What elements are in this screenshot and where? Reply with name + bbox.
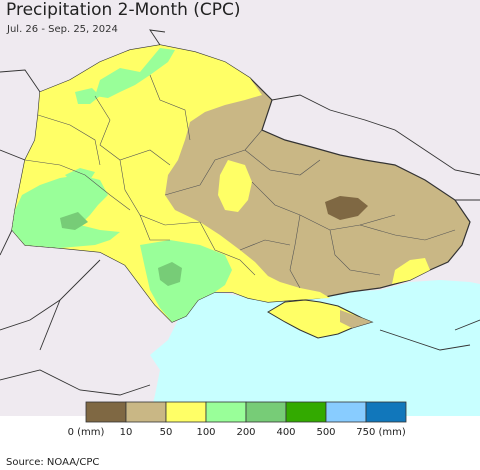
oblast-borders <box>24 74 456 289</box>
legend-label-1: 10 <box>119 427 133 438</box>
precip-zone-50-100-west <box>12 45 330 322</box>
legend-label-3: 100 <box>196 427 216 438</box>
legend-label-6: 500 <box>316 427 336 438</box>
precip-zone-100-200-west-2 <box>65 168 95 182</box>
crimea-east-tan <box>340 310 372 328</box>
legend <box>85 401 407 423</box>
precip-zone-100-200-northwest-2 <box>75 88 100 104</box>
precip-zone-50-100-center <box>218 160 252 212</box>
neighbor-borders <box>0 29 480 396</box>
legend-swatch-5 <box>285 401 327 423</box>
legend-swatch-7 <box>365 401 407 423</box>
legend-label-0: 0 (mm) <box>67 427 105 438</box>
map-title: Precipitation 2-Month (CPC) <box>6 0 241 20</box>
legend-swatch-3 <box>205 401 247 423</box>
legend-swatch-6 <box>325 401 367 423</box>
source-credit: Source: NOAA/CPC <box>6 457 100 468</box>
legend-label-2: 50 <box>159 427 173 438</box>
precip-zone-50-100-southeast <box>392 258 430 284</box>
precip-zone-0-10-east <box>325 196 368 220</box>
legend-label-5: 400 <box>276 427 296 438</box>
legend-swatch-2 <box>165 401 207 423</box>
legend-swatch-4 <box>245 401 287 423</box>
legend-swatch-0 <box>85 401 127 423</box>
precip-zone-100-200-west <box>12 175 120 248</box>
precip-zone-100-200-southwest <box>140 240 232 322</box>
precip-zone-100-200-northwest <box>95 48 175 98</box>
legend-label-4: 200 <box>236 427 256 438</box>
legend-swatch-1 <box>125 401 167 423</box>
date-range: Jul. 26 - Sep. 25, 2024 <box>7 24 118 35</box>
legend-label-7: 750 (mm) <box>356 427 406 438</box>
precip-zone-200-400-west <box>60 212 88 230</box>
precip-zone-200-400-south <box>158 262 182 286</box>
black-sea <box>150 280 480 416</box>
